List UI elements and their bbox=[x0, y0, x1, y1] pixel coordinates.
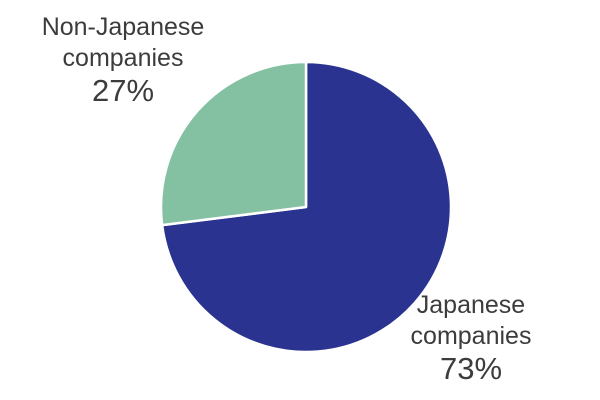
label-non-japanese-line1: Non-Japanese bbox=[41, 13, 205, 41]
label-japanese-line1: Japanese bbox=[416, 291, 526, 319]
label-non-japanese-pct: 27% bbox=[91, 73, 155, 108]
label-non-japanese-line2: companies bbox=[62, 44, 184, 72]
label-japanese-line2: companies bbox=[410, 322, 532, 350]
pie-slice-non-japanese bbox=[159, 60, 308, 227]
label-japanese-pct: 73% bbox=[439, 351, 503, 386]
label-japanese: Japanese companies 73% bbox=[366, 290, 576, 385]
label-non-japanese: Non-Japanese companies 27% bbox=[18, 12, 228, 107]
